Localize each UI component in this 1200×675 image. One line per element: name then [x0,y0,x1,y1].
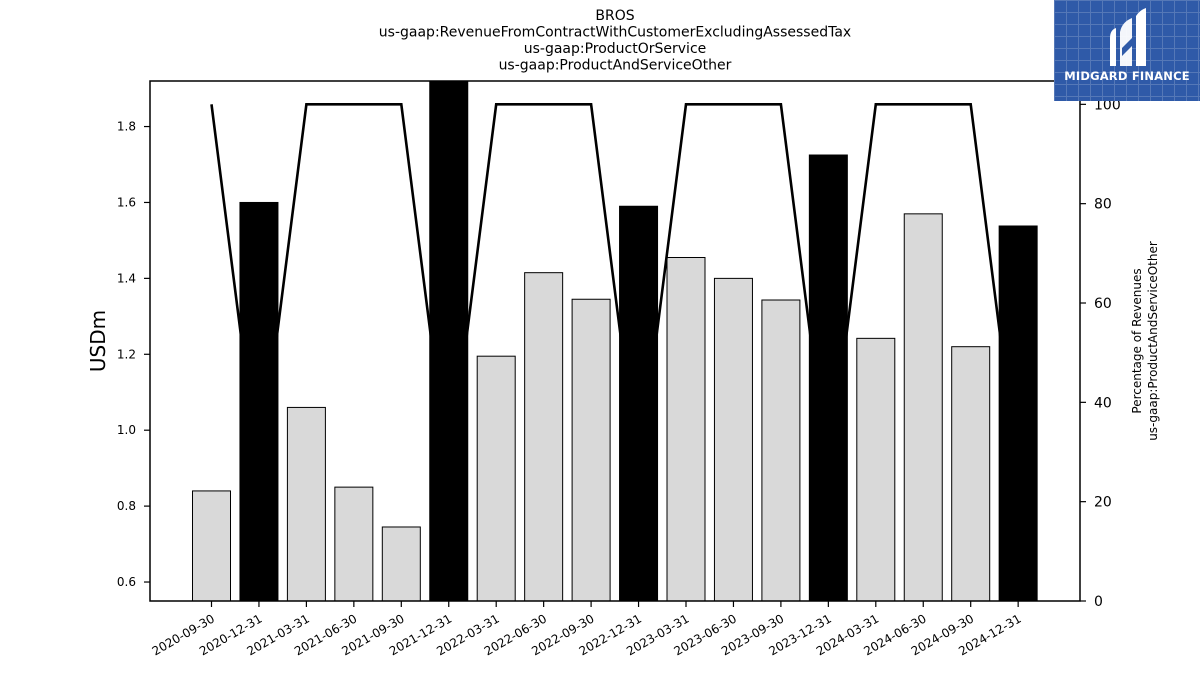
y2-tick-label: 40 [1094,395,1112,411]
bar [856,337,896,601]
bar [666,256,706,601]
plot-border [149,80,1081,602]
y-axis-label: USDm [86,310,110,372]
bar [951,346,991,601]
y-axis-left: 0.6 0.8 1.0 1.2 1.4 1.6 1.8 [117,120,150,589]
bar-series [192,81,1038,601]
bar [476,355,516,601]
y-tick-label: 1.2 [117,347,136,361]
y-tick-label: 0.8 [117,499,136,513]
chart-title-line: us-gaap:ProductOrService [524,41,707,57]
bar [571,298,611,601]
y2-tick-label: 100 [1094,97,1121,113]
bar [239,201,279,601]
bar [761,299,801,601]
chart-title-line: us-gaap:RevenueFromContractWithCustomerE… [379,25,851,41]
y-tick-label: 1.0 [117,423,136,437]
midgard-logo-icon [1110,8,1146,66]
y2-tick-label: 0 [1094,594,1103,610]
plot-frame [149,80,1081,602]
x-axis: 2020-09-302020-12-312021-03-312021-06-30… [150,601,1024,658]
bar [429,81,469,601]
bar [381,526,421,601]
y2-tick-label: 80 [1094,197,1112,213]
y2-tick-label: 20 [1094,495,1112,511]
y-axis-right: 0 20 40 60 80 100 [1080,97,1121,610]
chart-title-line: us-gaap:ProductAndServiceOther [499,58,732,74]
bar [998,225,1038,601]
logo-text: MIDGARD FINANCE [1064,69,1190,83]
y2-tick-label: 60 [1094,296,1112,312]
bar [286,406,326,601]
chart-title: BROSus-gaap:RevenueFromContractWithCusto… [379,8,851,74]
y-tick-label: 1.4 [117,271,136,285]
y-tick-label: 0.6 [117,575,136,589]
bar [524,272,564,601]
chart-title-line: BROS [595,8,634,24]
bar [713,277,753,601]
midgard-finance-logo: MIDGARD FINANCE [1054,0,1200,101]
y2-axis-label: Percentage of Revenues us-gaap:ProductAnd… [1130,241,1160,441]
y2-axis-label-line: Percentage of Revenues [1130,268,1144,413]
bar [619,205,659,601]
y-tick-label: 1.6 [117,195,136,209]
series-line [210,103,1020,477]
bar [334,486,374,601]
bar [192,490,231,601]
percentage-line-series [210,103,1020,477]
y-tick-label: 1.8 [117,120,136,134]
y2-axis-label-line: us-gaap:ProductAndServiceOther [1146,241,1160,441]
bar [903,213,943,601]
